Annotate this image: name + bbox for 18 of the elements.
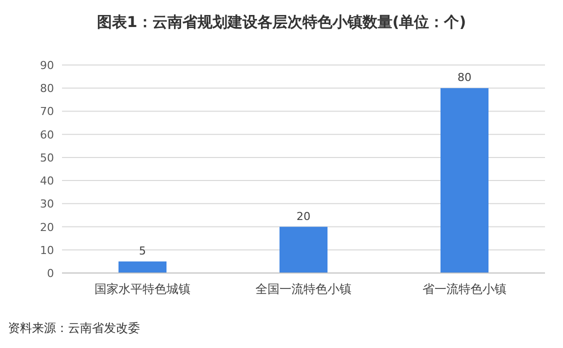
data-label: 5 (139, 244, 146, 258)
x-tick-label: 全国一流特色小镇 (256, 282, 352, 296)
y-tick-label: 80 (40, 82, 54, 96)
data-label: 20 (296, 210, 310, 223)
y-tick-label: 30 (40, 198, 54, 211)
y-tick-label: 70 (40, 105, 54, 118)
y-tick-label: 50 (40, 151, 54, 164)
y-tick-label: 10 (40, 244, 54, 257)
y-tick-label: 60 (40, 128, 54, 142)
y-tick-label: 90 (40, 59, 54, 72)
y-tick-label: 20 (40, 220, 54, 234)
x-tick-label: 国家水平特色城镇 (94, 282, 190, 296)
y-tick-label: 40 (40, 174, 54, 188)
text: 资料来源：云南省发改委 (8, 321, 140, 335)
x-tick-label: 省一流特色小镇 (422, 282, 506, 296)
y-tick-label: 0 (47, 267, 54, 280)
title: 图表1：云南省规划建设各层次特色小镇数量(单位：个) (96, 13, 466, 31)
data-label: 80 (458, 71, 472, 84)
